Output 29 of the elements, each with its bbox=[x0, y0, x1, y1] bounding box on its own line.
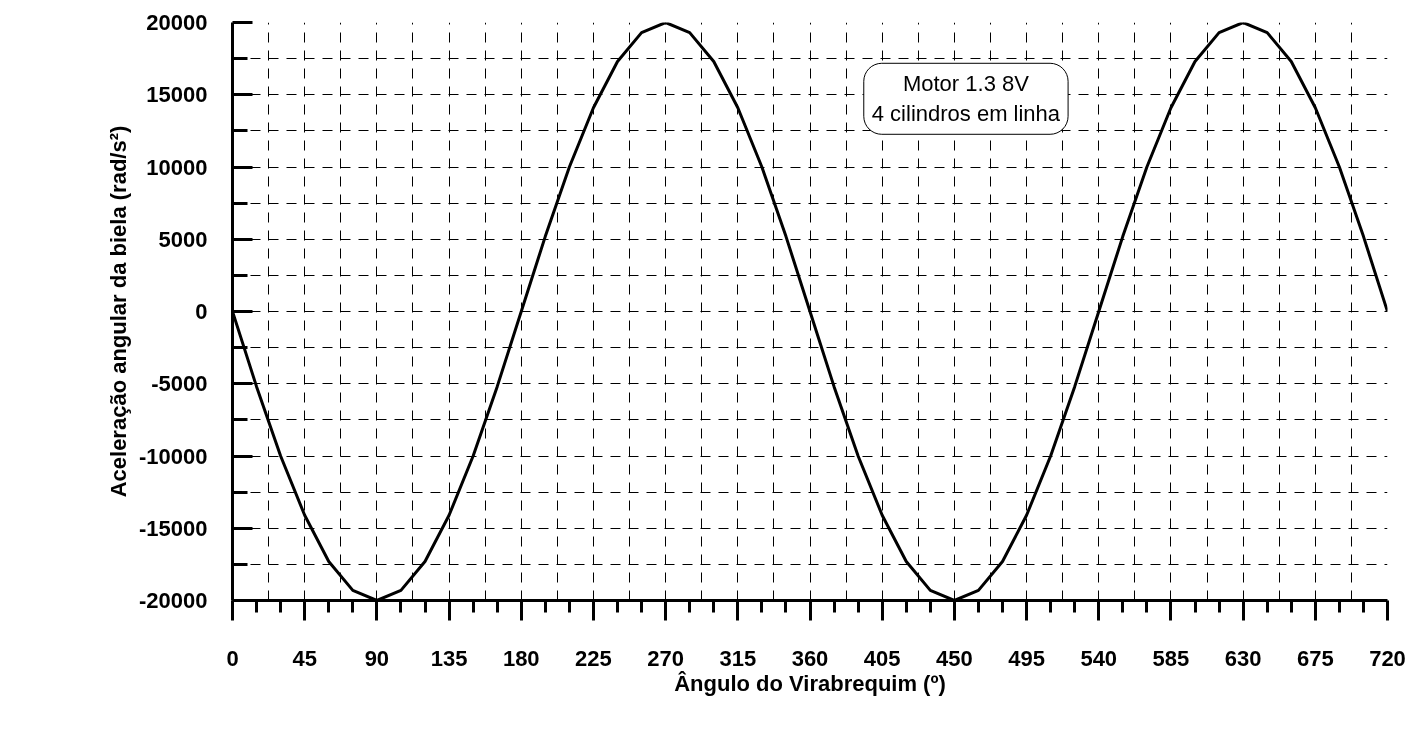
y-tick-label: -5000 bbox=[151, 371, 208, 397]
x-tick-label: 0 bbox=[226, 645, 239, 671]
x-tick-label: 675 bbox=[1296, 645, 1334, 671]
y-tick-label: 10000 bbox=[146, 154, 208, 180]
x-tick-label: 45 bbox=[292, 645, 317, 671]
y-tick-label: 20000 bbox=[146, 10, 208, 35]
y-axis-title: Aceleração angular da biela (rad/s²) bbox=[106, 125, 131, 498]
x-tick-label: 135 bbox=[430, 645, 468, 671]
x-tick-label: 360 bbox=[791, 645, 829, 671]
x-tick-label: 90 bbox=[364, 645, 390, 671]
y-tick-label: 5000 bbox=[158, 226, 208, 252]
x-tick-label: 585 bbox=[1152, 645, 1190, 671]
x-tick-label: 270 bbox=[647, 645, 684, 671]
x-tick-label: 450 bbox=[936, 645, 973, 671]
x-tick-label: 225 bbox=[575, 645, 612, 671]
y-tick-label: -10000 bbox=[139, 443, 208, 469]
annotation: Motor 1.3 8V 4 cilindros em linha bbox=[871, 71, 1061, 127]
x-tick-label: 405 bbox=[863, 645, 901, 671]
x-tick-label: 315 bbox=[719, 645, 757, 671]
x-tick-label: 495 bbox=[1008, 645, 1045, 671]
x-tick-label: 720 bbox=[1369, 645, 1406, 671]
y-tick-label: 0 bbox=[195, 299, 208, 324]
x-tick-label: 540 bbox=[1080, 645, 1118, 671]
y-tick-label: -20000 bbox=[139, 588, 208, 613]
y-tick-label: 15000 bbox=[146, 82, 208, 108]
x-tick-label: 180 bbox=[502, 645, 540, 671]
y-tick-label: -15000 bbox=[139, 515, 208, 541]
x-axis-title: Ângulo do Virabrequim (º) bbox=[674, 670, 946, 696]
x-tick-label: 630 bbox=[1224, 645, 1262, 671]
